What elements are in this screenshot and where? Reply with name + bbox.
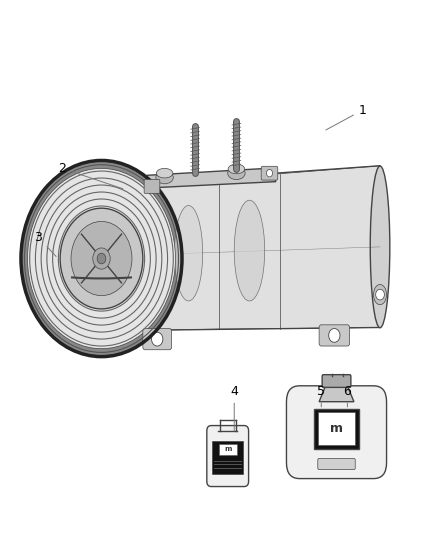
Ellipse shape [156, 168, 173, 178]
Circle shape [93, 248, 110, 269]
FancyBboxPatch shape [144, 180, 160, 193]
FancyBboxPatch shape [319, 325, 350, 346]
Ellipse shape [370, 166, 390, 328]
FancyBboxPatch shape [261, 166, 278, 180]
Text: 2: 2 [58, 162, 123, 189]
FancyBboxPatch shape [286, 386, 387, 479]
Circle shape [152, 332, 163, 346]
Text: 3: 3 [35, 231, 56, 256]
FancyBboxPatch shape [212, 441, 243, 474]
Ellipse shape [228, 164, 245, 174]
Circle shape [71, 221, 132, 296]
Text: 5: 5 [317, 385, 325, 407]
Text: 4: 4 [230, 385, 238, 431]
Circle shape [376, 289, 385, 300]
FancyBboxPatch shape [314, 409, 359, 449]
Ellipse shape [228, 167, 245, 180]
Polygon shape [319, 386, 354, 402]
Circle shape [94, 249, 109, 268]
Ellipse shape [374, 285, 387, 305]
Circle shape [266, 169, 272, 177]
Ellipse shape [234, 200, 265, 301]
Circle shape [60, 208, 143, 309]
Text: m: m [330, 422, 343, 435]
Ellipse shape [147, 182, 165, 330]
Circle shape [328, 328, 340, 342]
Polygon shape [147, 168, 276, 188]
Text: 1: 1 [326, 103, 367, 130]
Ellipse shape [156, 171, 173, 184]
Polygon shape [156, 166, 380, 330]
FancyBboxPatch shape [318, 458, 355, 470]
Ellipse shape [174, 206, 203, 301]
FancyBboxPatch shape [318, 413, 355, 445]
Circle shape [97, 253, 106, 264]
Circle shape [28, 168, 176, 349]
FancyBboxPatch shape [219, 443, 237, 455]
Circle shape [21, 160, 182, 357]
Text: 6: 6 [343, 385, 351, 407]
FancyBboxPatch shape [207, 425, 249, 487]
FancyBboxPatch shape [322, 375, 351, 387]
FancyBboxPatch shape [143, 328, 172, 350]
Text: m: m [224, 447, 231, 453]
